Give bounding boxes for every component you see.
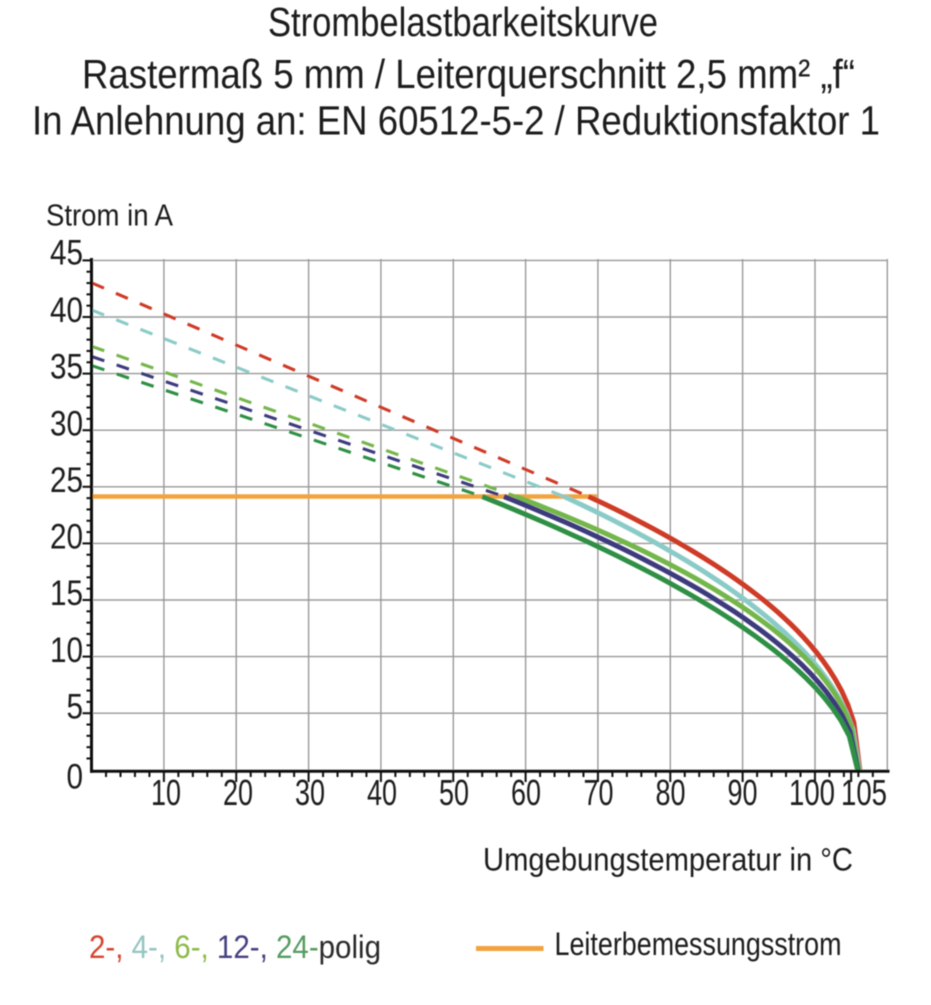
svg-text:70: 70 <box>584 772 614 813</box>
svg-text:Rastermaß 5 mm / Leiterquersch: Rastermaß 5 mm / Leiterquerschnitt 2,5 m… <box>82 51 855 97</box>
svg-text:50: 50 <box>439 772 469 813</box>
svg-text:30: 30 <box>295 772 325 813</box>
svg-text:In Anlehnung an: EN 60512-5-2: In Anlehnung an: EN 60512-5-2 / Reduktio… <box>32 98 880 144</box>
svg-text:60: 60 <box>511 772 541 813</box>
svg-text:Strombelastbarkeitskurve: Strombelastbarkeitskurve <box>268 0 658 45</box>
svg-text:45: 45 <box>50 234 83 273</box>
svg-text:5: 5 <box>67 687 84 726</box>
svg-text:Leiterbemessungsstrom: Leiterbemessungsstrom <box>555 926 842 962</box>
svg-text:80: 80 <box>656 772 686 813</box>
svg-text:2-, 4-, 6-, 12-, 24-polig: 2-, 4-, 6-, 12-, 24-polig <box>89 929 381 965</box>
svg-text:40: 40 <box>367 772 397 813</box>
svg-text:0: 0 <box>67 758 84 797</box>
svg-text:10: 10 <box>151 772 181 813</box>
svg-text:20: 20 <box>223 772 253 813</box>
svg-text:105: 105 <box>841 772 887 813</box>
svg-text:25: 25 <box>50 461 83 500</box>
svg-text:10: 10 <box>50 631 83 670</box>
svg-text:100: 100 <box>789 772 835 813</box>
svg-text:35: 35 <box>50 348 83 387</box>
svg-text:20: 20 <box>50 518 83 557</box>
svg-text:Strom in A: Strom in A <box>46 198 173 233</box>
svg-text:15: 15 <box>50 574 83 613</box>
svg-text:30: 30 <box>50 404 83 443</box>
svg-text:90: 90 <box>728 772 758 813</box>
svg-text:Umgebungstemperatur in °C: Umgebungstemperatur in °C <box>483 842 853 878</box>
svg-text:40: 40 <box>50 291 83 330</box>
